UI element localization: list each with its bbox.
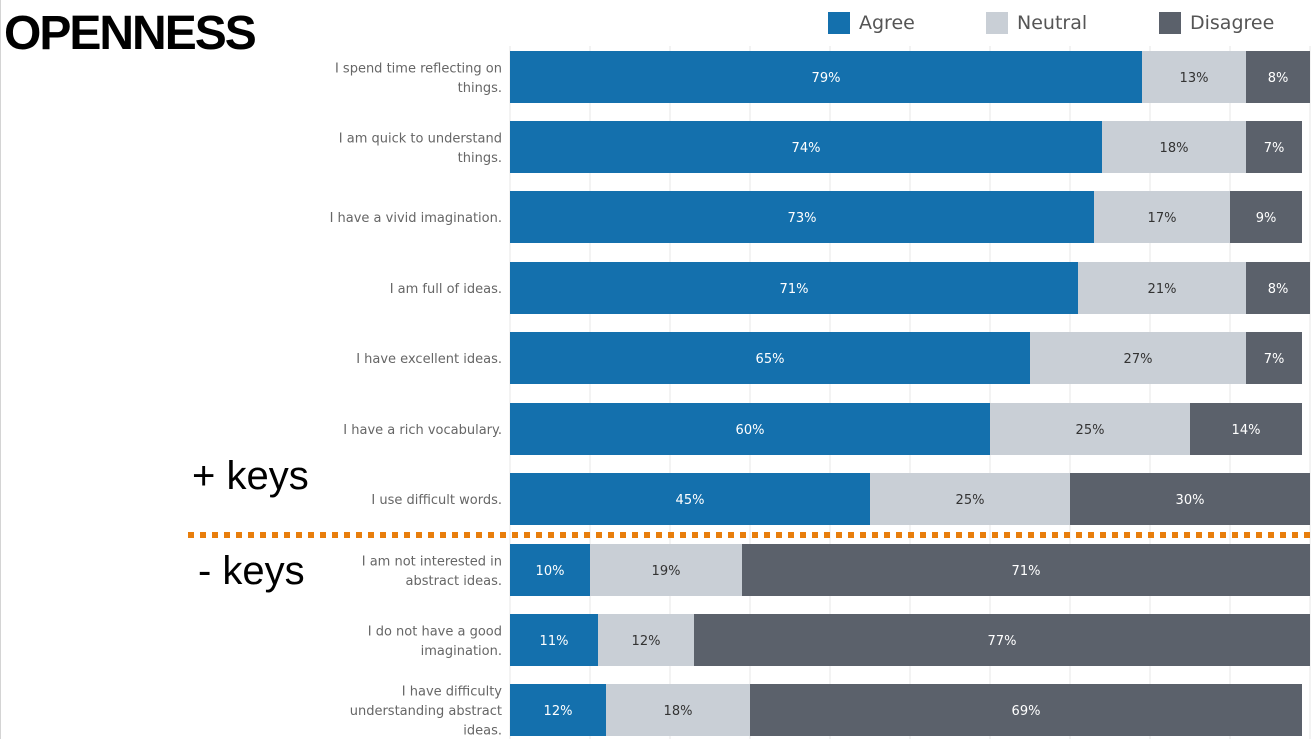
data-label-agree-row-1: 79% [812, 71, 841, 86]
category-label-row-7-line-1: I use difficult words. [371, 493, 502, 508]
data-label-neutral-row-10: 18% [664, 704, 693, 719]
category-label-row-4-line-1: I am full of ideas. [390, 282, 502, 297]
data-label-neutral-row-3: 17% [1148, 211, 1177, 226]
data-label-disagree-row-4: 8% [1268, 282, 1289, 297]
bar-neutral-row-2 [1102, 121, 1246, 173]
bar-disagree-row-7 [1070, 473, 1310, 525]
data-label-disagree-row-8: 71% [1012, 564, 1041, 579]
data-label-neutral-row-7: 25% [956, 493, 985, 508]
bar-disagree-row-5 [1246, 332, 1302, 384]
data-label-agree-row-7: 45% [676, 493, 705, 508]
category-label-row-8-line-2: abstract ideas. [405, 574, 502, 589]
bar-neutral-row-9 [598, 614, 694, 666]
legend-item-neutral: Neutral [986, 12, 1087, 34]
bar-agree-row-4 [510, 262, 1078, 314]
category-label-row-8-line-1: I am not interested in [362, 554, 502, 569]
bar-disagree-row-10 [750, 684, 1302, 736]
bar-agree-row-8 [510, 544, 590, 596]
data-label-disagree-row-9: 77% [988, 634, 1017, 649]
bar-disagree-row-4 [1246, 262, 1310, 314]
data-label-disagree-row-3: 9% [1256, 211, 1277, 226]
bar-agree-row-9 [510, 614, 598, 666]
data-label-neutral-row-4: 21% [1148, 282, 1177, 297]
data-label-agree-row-6: 60% [736, 423, 765, 438]
bar-agree-row-10 [510, 684, 606, 736]
category-label-row-5-line-1: I have excellent ideas. [356, 352, 502, 367]
bar-neutral-row-8 [590, 544, 742, 596]
bar-neutral-row-5 [1030, 332, 1246, 384]
data-label-agree-row-10: 12% [544, 704, 573, 719]
data-label-disagree-row-10: 69% [1012, 704, 1041, 719]
bar-neutral-row-4 [1078, 262, 1246, 314]
legend-swatch-agree [828, 12, 850, 34]
left-border [0, 0, 1, 739]
bar-neutral-row-10 [606, 684, 750, 736]
legend-label-disagree: Disagree [1190, 12, 1275, 34]
data-label-agree-row-4: 71% [780, 282, 809, 297]
data-label-neutral-row-6: 25% [1076, 423, 1105, 438]
category-label-row-1-line-2: things. [458, 81, 502, 96]
bar-disagree-row-8 [742, 544, 1310, 596]
category-label-row-6-line-1: I have a rich vocabulary. [343, 423, 502, 438]
category-label-row-10-line-1: I have difficulty [402, 685, 503, 700]
data-label-disagree-row-6: 14% [1232, 423, 1261, 438]
positive-keys-label: + keys [192, 454, 309, 498]
bar-neutral-row-3 [1094, 191, 1230, 243]
data-label-agree-row-5: 65% [756, 352, 785, 367]
bar-disagree-row-9 [694, 614, 1310, 666]
data-label-neutral-row-8: 19% [652, 564, 681, 579]
category-label-row-1-line-1: I spend time reflecting on [335, 61, 502, 76]
bar-neutral-row-7 [870, 473, 1070, 525]
bar-agree-row-5 [510, 332, 1030, 384]
category-label-row-2-line-2: things. [458, 151, 502, 166]
negative-keys-label: - keys [198, 549, 305, 593]
bar-neutral-row-6 [990, 403, 1190, 455]
data-label-neutral-row-1: 13% [1180, 71, 1209, 86]
bar-disagree-row-6 [1190, 403, 1302, 455]
data-label-agree-row-3: 73% [788, 211, 817, 226]
data-label-disagree-row-1: 8% [1268, 71, 1289, 86]
legend-swatch-neutral [986, 12, 1008, 34]
data-label-disagree-row-5: 7% [1264, 352, 1285, 367]
category-label-row-10-line-3: ideas. [463, 724, 502, 739]
bar-neutral-row-1 [1142, 51, 1246, 103]
bar-agree-row-7 [510, 473, 870, 525]
category-label-row-10-line-2: understanding abstract [350, 704, 502, 719]
data-label-neutral-row-5: 27% [1124, 352, 1153, 367]
chart-title: OPENNESS [4, 7, 257, 60]
bar-agree-row-2 [510, 121, 1102, 173]
legend-label-agree: Agree [859, 12, 915, 34]
category-label-row-9-line-1: I do not have a good [368, 624, 502, 639]
legend-item-disagree: Disagree [1159, 12, 1274, 34]
category-label-row-9-line-2: imagination. [421, 644, 502, 659]
data-label-neutral-row-2: 18% [1160, 141, 1189, 156]
legend-item-agree: Agree [828, 12, 915, 34]
bar-disagree-row-2 [1246, 121, 1302, 173]
data-label-neutral-row-9: 12% [632, 634, 661, 649]
legend-swatch-disagree [1159, 12, 1181, 34]
legend-label-neutral: Neutral [1017, 12, 1088, 34]
data-label-disagree-row-7: 30% [1176, 493, 1205, 508]
category-label-row-3-line-1: I have a vivid imagination. [330, 211, 502, 226]
data-label-agree-row-2: 74% [792, 141, 821, 156]
bar-agree-row-3 [510, 191, 1094, 243]
bar-agree-row-6 [510, 403, 990, 455]
data-label-disagree-row-2: 7% [1264, 141, 1285, 156]
bar-disagree-row-1 [1246, 51, 1310, 103]
category-label-row-2-line-1: I am quick to understand [339, 131, 502, 146]
bar-agree-row-1 [510, 51, 1142, 103]
data-label-agree-row-9: 11% [540, 634, 569, 649]
data-label-agree-row-8: 10% [536, 564, 565, 579]
bar-disagree-row-3 [1230, 191, 1302, 243]
